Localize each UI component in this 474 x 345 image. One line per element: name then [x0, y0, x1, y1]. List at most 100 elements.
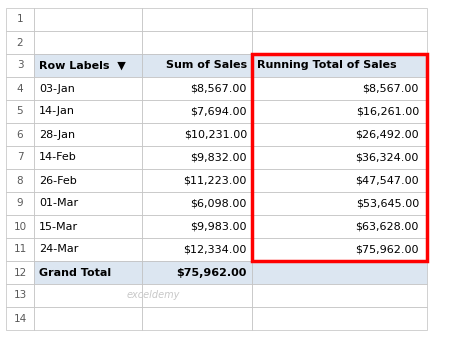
Text: 24-Mar: 24-Mar [39, 245, 78, 255]
Text: $7,694.00: $7,694.00 [191, 107, 247, 117]
Bar [6, 77, 34, 100]
Bar [142, 123, 252, 146]
Text: $26,492.00: $26,492.00 [356, 129, 419, 139]
Bar [6, 238, 34, 261]
Text: $8,567.00: $8,567.00 [363, 83, 419, 93]
Text: 01-Mar: 01-Mar [39, 198, 78, 208]
Bar [142, 261, 252, 284]
Bar [6, 31, 34, 54]
Text: $16,261.00: $16,261.00 [356, 107, 419, 117]
Bar [6, 192, 34, 215]
Text: 15-Mar: 15-Mar [39, 221, 78, 231]
Text: 03-Jan: 03-Jan [39, 83, 75, 93]
Text: exceldemy: exceldemy [126, 290, 180, 300]
Bar [34, 307, 142, 330]
Text: 4: 4 [17, 83, 23, 93]
Text: $75,962.00: $75,962.00 [177, 267, 247, 277]
Bar [142, 8, 252, 31]
Text: $11,223.00: $11,223.00 [183, 176, 247, 186]
Text: 14: 14 [13, 314, 27, 324]
Text: 6: 6 [17, 129, 23, 139]
Bar [142, 169, 252, 192]
Text: $36,324.00: $36,324.00 [356, 152, 419, 162]
Text: 5: 5 [17, 107, 23, 117]
Text: 3: 3 [17, 60, 23, 70]
Bar [34, 215, 142, 238]
Text: $63,628.00: $63,628.00 [356, 221, 419, 231]
Bar [34, 123, 142, 146]
Text: $53,645.00: $53,645.00 [356, 198, 419, 208]
Bar [34, 192, 142, 215]
Bar [142, 100, 252, 123]
Bar [252, 215, 427, 238]
Text: $47,547.00: $47,547.00 [356, 176, 419, 186]
Bar [34, 100, 142, 123]
Bar [142, 307, 252, 330]
Text: Row Labels  ▼: Row Labels ▼ [39, 60, 126, 70]
Text: 13: 13 [13, 290, 27, 300]
Bar [252, 54, 427, 77]
Text: $6,098.00: $6,098.00 [191, 198, 247, 208]
Bar [142, 238, 252, 261]
Bar [142, 77, 252, 100]
Bar [6, 169, 34, 192]
Bar [6, 307, 34, 330]
Bar [34, 31, 142, 54]
Bar [6, 284, 34, 307]
Text: $8,567.00: $8,567.00 [191, 83, 247, 93]
Bar [6, 8, 34, 31]
Bar [34, 169, 142, 192]
Bar [142, 215, 252, 238]
Text: $9,832.00: $9,832.00 [191, 152, 247, 162]
Text: 14-Jan: 14-Jan [39, 107, 75, 117]
Bar [142, 54, 252, 77]
Bar [6, 146, 34, 169]
Text: 2: 2 [17, 38, 23, 48]
Bar [252, 100, 427, 123]
Bar [34, 54, 142, 77]
Text: $9,983.00: $9,983.00 [191, 221, 247, 231]
Bar [6, 100, 34, 123]
Bar [252, 146, 427, 169]
Text: 9: 9 [17, 198, 23, 208]
Bar [34, 146, 142, 169]
Bar [252, 284, 427, 307]
Bar [6, 215, 34, 238]
Bar [252, 123, 427, 146]
Bar [6, 261, 34, 284]
Bar [6, 123, 34, 146]
Text: 8: 8 [17, 176, 23, 186]
Text: 11: 11 [13, 245, 27, 255]
Bar [34, 8, 142, 31]
Text: 26-Feb: 26-Feb [39, 176, 77, 186]
Bar [252, 8, 427, 31]
Text: Sum of Sales: Sum of Sales [166, 60, 247, 70]
Text: 12: 12 [13, 267, 27, 277]
Bar [252, 31, 427, 54]
Bar [34, 261, 142, 284]
Text: 7: 7 [17, 152, 23, 162]
Bar [252, 77, 427, 100]
Text: $10,231.00: $10,231.00 [184, 129, 247, 139]
Bar [252, 238, 427, 261]
Text: $75,962.00: $75,962.00 [356, 245, 419, 255]
Bar [34, 77, 142, 100]
Text: 1: 1 [17, 14, 23, 24]
Text: 10: 10 [13, 221, 27, 231]
Bar [252, 192, 427, 215]
Text: $12,334.00: $12,334.00 [183, 245, 247, 255]
Bar [142, 31, 252, 54]
Bar [252, 307, 427, 330]
Bar [6, 54, 34, 77]
Bar [252, 261, 427, 284]
Text: 28-Jan: 28-Jan [39, 129, 75, 139]
Bar [252, 169, 427, 192]
Bar [142, 192, 252, 215]
Bar [142, 284, 252, 307]
Text: 14-Feb: 14-Feb [39, 152, 77, 162]
Bar [252, 54, 427, 261]
Bar [34, 238, 142, 261]
Bar [142, 146, 252, 169]
Text: Grand Total: Grand Total [39, 267, 111, 277]
Text: Running Total of Sales: Running Total of Sales [257, 60, 397, 70]
